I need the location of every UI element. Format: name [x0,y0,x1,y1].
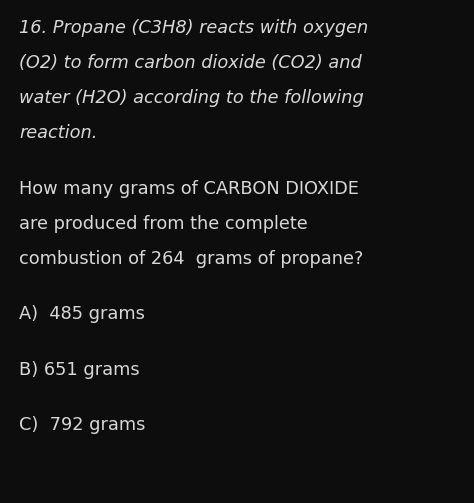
Text: reaction.: reaction. [19,124,97,142]
Text: C)  792 grams: C) 792 grams [19,416,146,434]
Text: How many grams of CARBON DIOXIDE: How many grams of CARBON DIOXIDE [19,180,359,198]
Text: (O2) to form carbon dioxide (CO2) and: (O2) to form carbon dioxide (CO2) and [19,54,362,72]
Text: are produced from the complete: are produced from the complete [19,215,308,233]
Text: B) 651 grams: B) 651 grams [19,361,139,379]
Text: 16. Propane (C3H8) reacts with oxygen: 16. Propane (C3H8) reacts with oxygen [19,19,368,37]
Text: water (H2O) according to the following: water (H2O) according to the following [19,89,364,107]
Text: combustion of 264  grams of propane?: combustion of 264 grams of propane? [19,250,364,268]
Text: A)  485 grams: A) 485 grams [19,305,145,323]
